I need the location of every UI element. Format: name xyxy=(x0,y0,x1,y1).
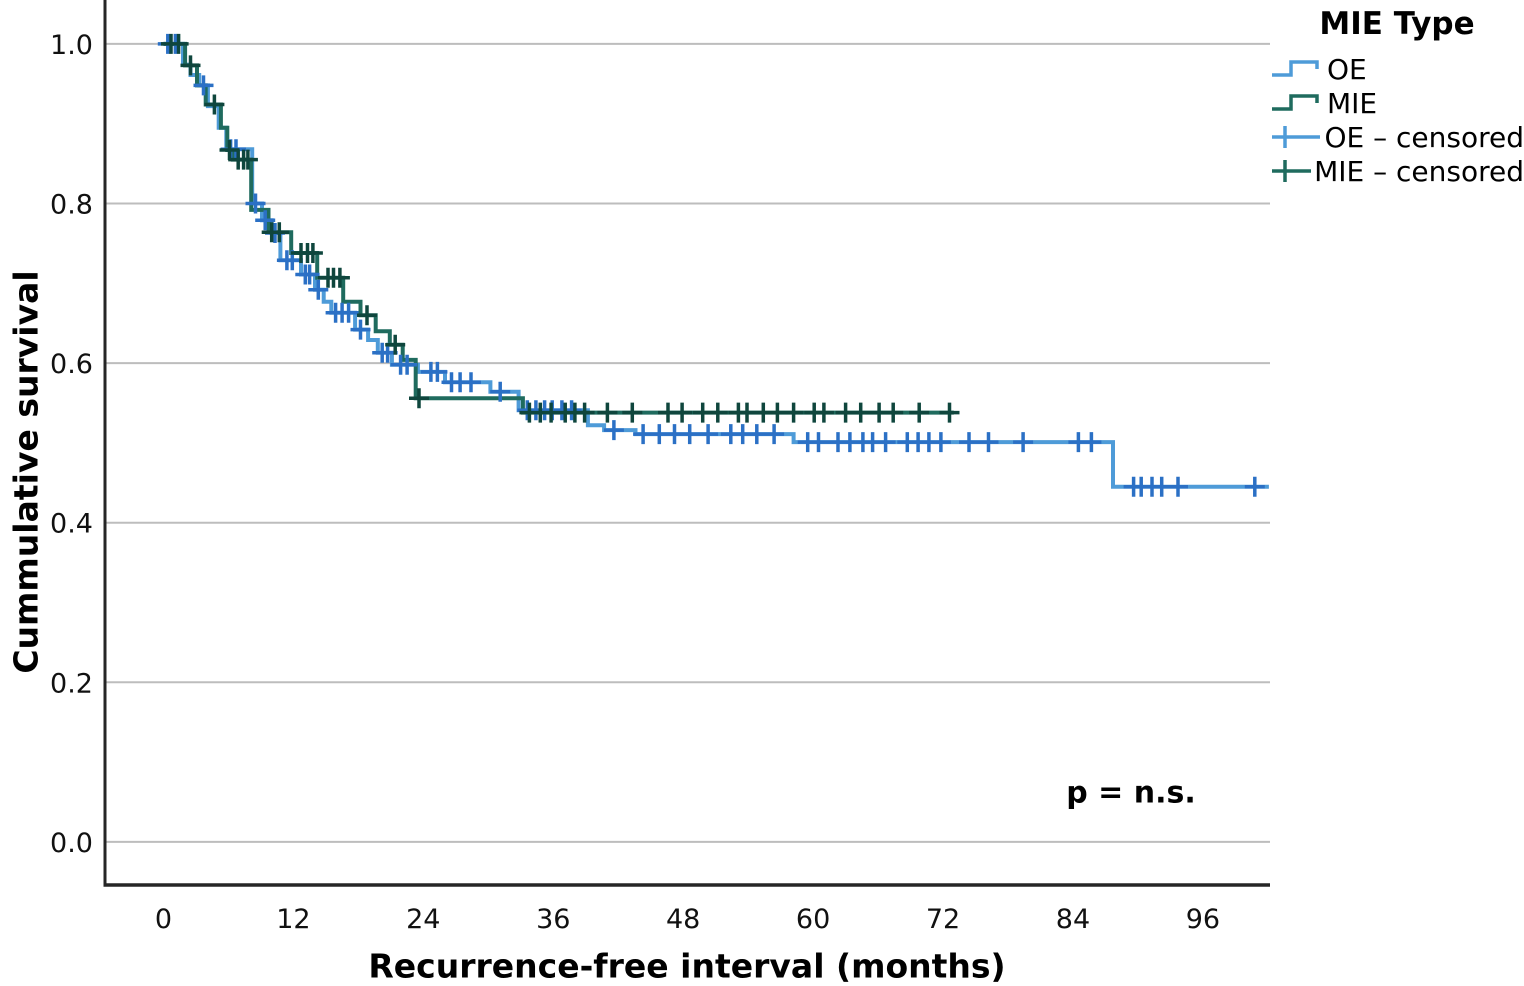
y-tick-label: 0.8 xyxy=(50,189,93,220)
y-tick-label: 0.2 xyxy=(50,668,93,699)
x-tick-label: 12 xyxy=(276,904,310,935)
legend-item-label: MIE xyxy=(1327,86,1378,120)
x-tick-label: 0 xyxy=(155,904,172,935)
legend-item-label: OE xyxy=(1327,52,1367,86)
x-tick-label: 36 xyxy=(536,904,570,935)
x-tick-label: 72 xyxy=(926,904,960,935)
y-tick-label: 0.4 xyxy=(50,509,93,540)
legend-item-mie-censored: MIE – censored xyxy=(1270,154,1524,188)
x-tick-label: 48 xyxy=(666,904,700,935)
x-tick-label: 84 xyxy=(1056,904,1090,935)
y-axis-title: Cummulative survival xyxy=(6,270,46,674)
legend: MIE Type OE MIE OE – censored MIE – cens… xyxy=(1270,6,1524,188)
oe-survival-curve xyxy=(163,41,1269,489)
y-tick-label: 0.0 xyxy=(50,828,93,859)
y-tick-label: 0.6 xyxy=(50,349,93,380)
legend-item-oe-censored: OE – censored xyxy=(1270,120,1524,154)
oe-censor-marks xyxy=(157,33,1265,497)
legend-item-mie: MIE xyxy=(1270,86,1524,120)
mie-survival-curve xyxy=(163,41,954,415)
legend-item-label: MIE – censored xyxy=(1314,154,1524,188)
legend-title: MIE Type xyxy=(1319,6,1475,42)
oe-step-line-icon xyxy=(1272,60,1319,77)
oe-censored-plus-icon xyxy=(1272,126,1320,148)
mie-censor-marks xyxy=(161,33,960,423)
x-axis-title: Recurrence-free interval (months) xyxy=(368,946,1006,986)
legend-item-label: OE – censored xyxy=(1324,120,1524,154)
x-tick-label: 96 xyxy=(1186,904,1220,935)
p-value-annotation: p = n.s. xyxy=(1066,775,1196,811)
x-tick-label: 60 xyxy=(796,904,830,935)
y-tick-label: 1.0 xyxy=(50,30,93,61)
x-tick-label: 24 xyxy=(406,904,440,935)
mie-step-line-icon xyxy=(1272,94,1319,111)
legend-item-oe: OE xyxy=(1270,52,1524,86)
mie-censored-plus-icon xyxy=(1272,160,1312,182)
